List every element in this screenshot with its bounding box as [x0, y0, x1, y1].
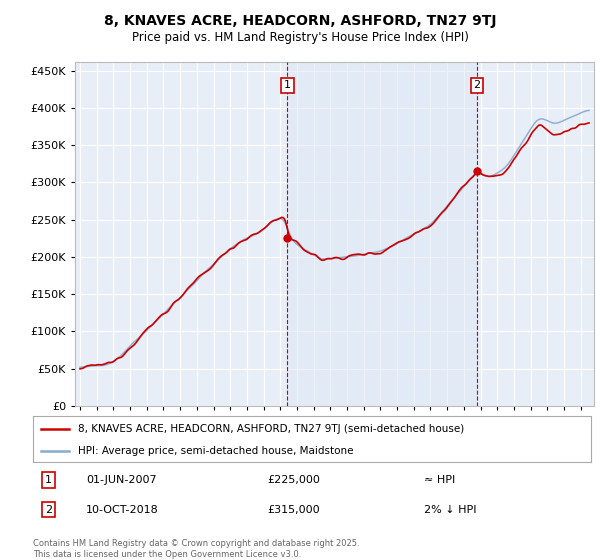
Text: 1: 1: [284, 81, 291, 91]
Text: 10-OCT-2018: 10-OCT-2018: [86, 505, 159, 515]
Text: 8, KNAVES ACRE, HEADCORN, ASHFORD, TN27 9TJ: 8, KNAVES ACRE, HEADCORN, ASHFORD, TN27 …: [104, 14, 496, 28]
Bar: [287, 62, 477, 406]
Text: 01-JUN-2007: 01-JUN-2007: [86, 475, 157, 485]
Text: £225,000: £225,000: [268, 475, 320, 485]
Text: 2: 2: [45, 505, 52, 515]
Text: 2: 2: [473, 81, 481, 91]
Text: Contains HM Land Registry data © Crown copyright and database right 2025.
This d: Contains HM Land Registry data © Crown c…: [33, 539, 359, 559]
Text: HPI: Average price, semi-detached house, Maidstone: HPI: Average price, semi-detached house,…: [77, 446, 353, 455]
Text: £315,000: £315,000: [268, 505, 320, 515]
Text: 2% ↓ HPI: 2% ↓ HPI: [424, 505, 476, 515]
Text: Price paid vs. HM Land Registry's House Price Index (HPI): Price paid vs. HM Land Registry's House …: [131, 31, 469, 44]
Text: 1: 1: [45, 475, 52, 485]
Text: 8, KNAVES ACRE, HEADCORN, ASHFORD, TN27 9TJ (semi-detached house): 8, KNAVES ACRE, HEADCORN, ASHFORD, TN27 …: [77, 424, 464, 434]
Text: ≈ HPI: ≈ HPI: [424, 475, 455, 485]
